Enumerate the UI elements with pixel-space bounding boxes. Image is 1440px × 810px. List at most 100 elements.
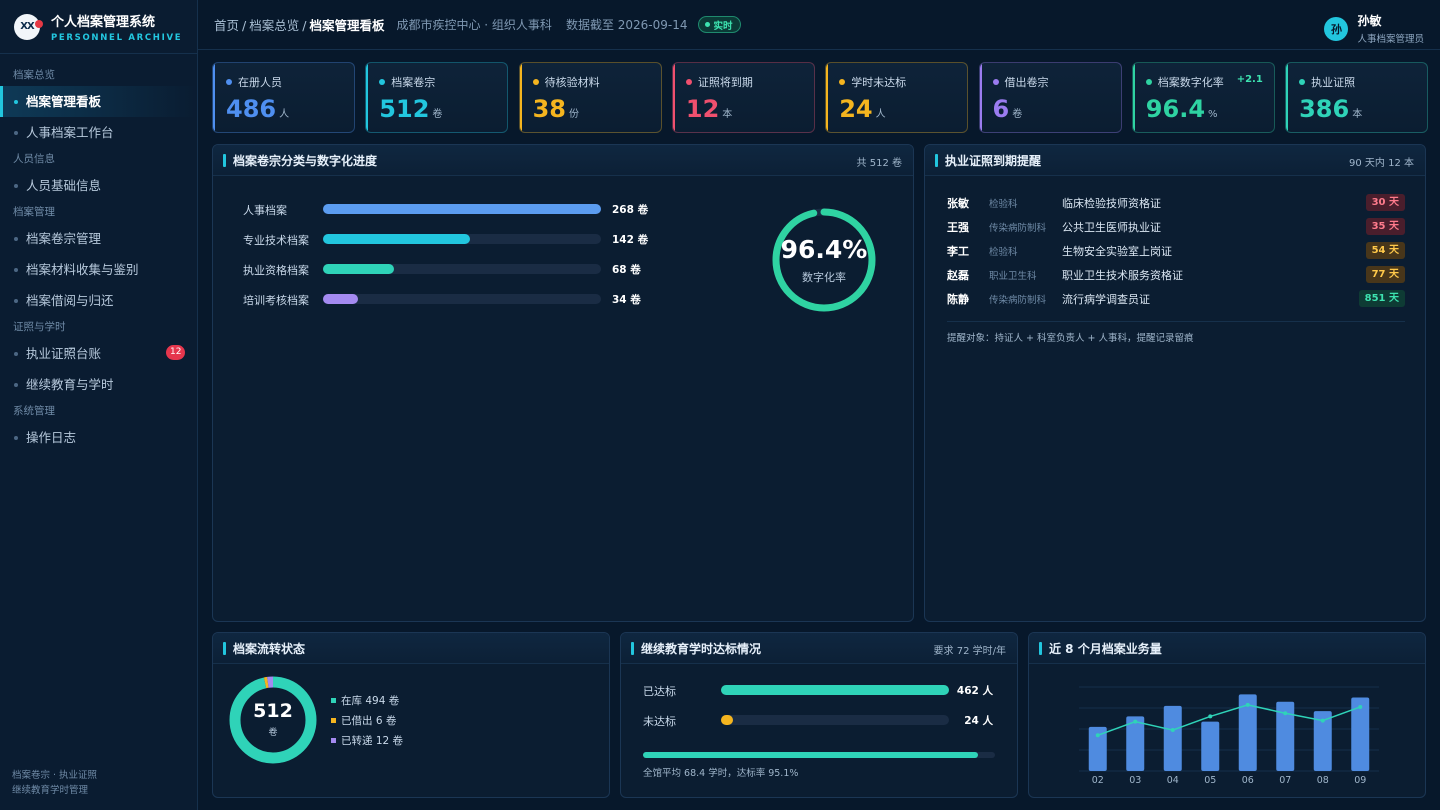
kpi-label-text: 证照将到期 [697, 76, 753, 89]
organization-label: 成都市疾控中心 · 组织人事科 [396, 18, 552, 32]
category-bar [323, 294, 359, 304]
kpi-number: 386 [1299, 95, 1350, 123]
kpi-value: 24 人 [839, 95, 885, 123]
kpi-number: 6 [992, 95, 1010, 123]
kpi-label: 学时未达标 [839, 74, 906, 90]
nav-item-license[interactable]: 执业证照台账 [0, 338, 197, 369]
license-row[interactable]: 赵磊 职业卫生科 职业卫生技术服务资格证 77 天 [947, 262, 1405, 286]
kpi-label-text: 待核验材料 [544, 76, 600, 89]
category-total: 共 512 卷 [856, 158, 902, 169]
avatar[interactable]: 孙 [1324, 16, 1349, 41]
breadcrumb: 首页 / 档案总览 / 档案管理看板 [214, 15, 384, 34]
flow-unit: 卷 [268, 728, 278, 738]
kpi-label: 档案数字化率 [1145, 74, 1224, 90]
kpi-card[interactable]: 证照将到期 12 本 [671, 62, 815, 133]
nav-item-logs[interactable]: 操作日志 [0, 422, 197, 453]
category-bar [323, 204, 601, 214]
kpi-accent [1286, 63, 1289, 132]
kpi-card[interactable]: 学时未达标 24 人 [825, 62, 969, 133]
x-tick-label: 09 [1354, 775, 1366, 786]
live-dot-icon [704, 22, 710, 27]
kpi-value: 386 本 [1299, 95, 1362, 123]
x-tick-label: 05 [1204, 775, 1216, 786]
panel-title: 档案流转状态 [233, 641, 306, 656]
business-volume-chart: 02 03 04 05 06 07 08 09 [1079, 686, 1379, 786]
volume-bar [1088, 726, 1107, 771]
kpi-dot-icon [532, 79, 539, 85]
kpi-unit: 本 [722, 109, 733, 120]
education-rate-progress [643, 752, 995, 758]
breadcrumb-overview[interactable]: 档案总览 [249, 18, 300, 33]
license-days-badge: 35 天 [1365, 218, 1405, 235]
panel-title: 档案卷宗分类与数字化进度 [233, 153, 378, 168]
volume-bar [1201, 721, 1220, 771]
license-summary: 90 天内 12 本 [1349, 158, 1414, 169]
nav-item-dashboard[interactable]: 档案管理看板 [0, 86, 197, 117]
license-row[interactable]: 王强 传染病防制科 公共卫生医师执业证 35 天 [947, 214, 1405, 238]
panel-header: 档案流转状态 [213, 633, 609, 664]
category-row: 人事档案 268 卷 [243, 201, 683, 217]
kpi-dot-icon [1299, 79, 1306, 85]
live-badge: 实时 [697, 16, 741, 33]
volume-bar [1276, 701, 1295, 771]
license-row[interactable]: 陈静 传染病防制科 流行病学调查员证 851 天 [947, 286, 1405, 310]
legend-label: 已借出 6 卷 [341, 715, 397, 727]
nav-item-borrow[interactable]: 档案借阅与归还 [0, 285, 197, 316]
volume-line-point [1095, 733, 1100, 738]
nav-item-workbench[interactable]: 人事档案工作台 [0, 117, 197, 148]
panel-title: 近 8 个月档案业务量 [1049, 641, 1162, 656]
brand-title: 个人档案管理系统 [51, 14, 156, 30]
kpi-label: 档案卷宗 [379, 74, 435, 90]
license-row[interactable]: 李工 检验科 生物安全实验室上岗证 54 天 [947, 238, 1405, 262]
nav-item-education[interactable]: 继续教育与学时 [0, 369, 197, 400]
kpi-dot-icon [1145, 79, 1152, 85]
digitization-ring-chart [772, 208, 876, 312]
flow-donut: 512 卷 [228, 675, 318, 765]
license-days-badge: 30 天 [1365, 194, 1405, 211]
category-name: 培训考核档案 [243, 294, 309, 307]
category-value: 34 卷 [612, 294, 641, 306]
x-tick-label: 08 [1317, 775, 1329, 786]
nav-item-personnel-info[interactable]: 人员基础信息 [0, 170, 197, 201]
kpi-unit: 人 [279, 109, 290, 120]
kpi-card[interactable]: 档案数字化率 96.4% +2.1 [1131, 62, 1275, 133]
education-rate-fill [643, 752, 978, 758]
license-days-badge: 77 天 [1365, 266, 1405, 283]
license-cert: 流行病学调查员证 [1062, 293, 1150, 306]
nav-item-dossier[interactable]: 档案卷宗管理 [0, 223, 197, 254]
flow-donut-chart [229, 676, 317, 764]
flow-legend-item: 在库 494 卷 [331, 693, 399, 708]
category-value: 142 卷 [612, 234, 649, 246]
logo-text: XX [20, 21, 34, 32]
breadcrumb-separator: / [242, 18, 247, 33]
kpi-accent [213, 63, 215, 132]
volume-line-point [1245, 702, 1250, 707]
kpi-unit: 卷 [1012, 109, 1023, 120]
education-track [721, 715, 949, 725]
x-tick-label: 02 [1092, 775, 1104, 786]
kpi-card[interactable]: 执业证照 386 本 [1285, 62, 1429, 133]
kpi-card[interactable]: 待核验材料 38 份 [518, 62, 662, 133]
kpi-card[interactable]: 档案卷宗 512 卷 [365, 62, 509, 133]
kpi-card[interactable]: 借出卷宗 6 卷 [978, 62, 1122, 133]
category-bar [323, 264, 394, 274]
kpi-value: 12 本 [686, 95, 732, 123]
breadcrumb-home[interactable]: 首页 [214, 18, 240, 33]
brand[interactable]: XX 个人档案管理系统 PERSONNEL ARCHIVE [0, 0, 197, 54]
category-value: 268 卷 [612, 204, 649, 216]
user-menu[interactable]: 孙 孙敏 人事档案管理员 [1324, 12, 1424, 45]
kpi-card[interactable]: 在册人员 486 人 [212, 62, 355, 133]
license-row[interactable]: 张敏 检验科 临床检验技师资格证 30 天 [947, 190, 1405, 214]
kpi-number: 12 [685, 95, 720, 123]
kpi-label: 执业证照 [1299, 74, 1355, 90]
nav-item-material[interactable]: 档案材料收集与鉴别 [0, 254, 197, 285]
panel-header: 近 8 个月档案业务量 [1029, 633, 1425, 664]
kpi-value: 38 份 [533, 95, 579, 123]
education-requirement: 要求 72 学时/年 [933, 646, 1006, 657]
volume-line-point [1358, 704, 1363, 709]
kpi-accent [1132, 63, 1135, 132]
license-days-badge: 54 天 [1365, 242, 1405, 259]
volume-bar [1163, 705, 1182, 771]
education-row: 已达标 462 人 [643, 682, 993, 698]
kpi-dot-icon [685, 79, 692, 85]
